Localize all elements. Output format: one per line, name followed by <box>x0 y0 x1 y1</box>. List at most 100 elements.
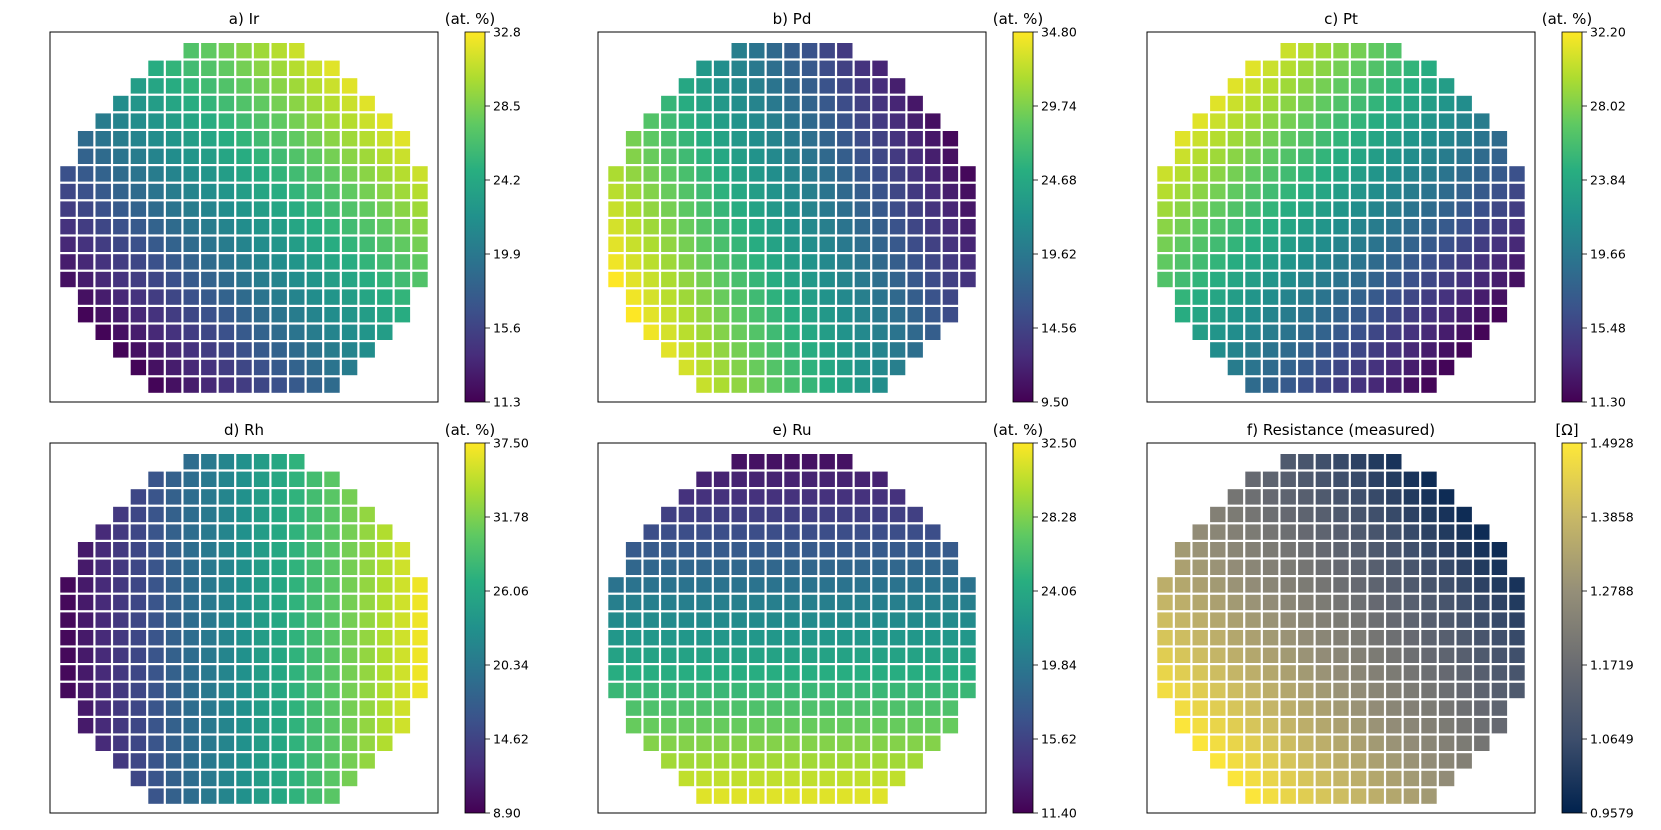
sample-cell <box>713 577 730 593</box>
sample-cell <box>1298 78 1314 94</box>
sample-cell <box>713 682 730 699</box>
sample-cell <box>130 630 147 646</box>
sample-cell <box>1210 647 1226 663</box>
sample-cell <box>713 201 730 217</box>
sample-cell <box>1350 542 1367 558</box>
sample-cell <box>960 201 976 217</box>
colorbar-tick-label: 19.66 <box>1590 247 1626 262</box>
sample-cell <box>1386 559 1402 575</box>
sample-cell <box>925 271 941 288</box>
sample-cell <box>1403 630 1420 646</box>
sample-cell <box>1350 60 1367 76</box>
sample-cell <box>1421 665 1437 681</box>
sample-cell <box>113 289 129 305</box>
sample-cell <box>872 524 888 540</box>
sample-cell <box>749 647 765 663</box>
sample-cell <box>1368 113 1384 129</box>
sample-cell <box>165 324 182 340</box>
sample-cell <box>201 577 217 593</box>
sample-cell <box>1421 788 1437 804</box>
sample-cell <box>643 524 659 540</box>
sample-cell <box>889 735 906 751</box>
sample-cell <box>1210 594 1226 611</box>
sample-cell <box>1368 454 1384 470</box>
sample-cell <box>1333 594 1349 611</box>
sample-cell <box>1509 254 1525 270</box>
sample-cell <box>749 166 765 182</box>
sample-cell <box>1174 577 1191 593</box>
sample-cell <box>907 95 923 112</box>
sample-cell <box>289 700 305 716</box>
sample-cell <box>113 735 129 751</box>
sample-cell <box>253 718 270 734</box>
sample-cell <box>925 630 941 646</box>
sample-cell <box>819 60 835 76</box>
sample-cell <box>1298 735 1314 751</box>
sample-cell <box>678 289 695 305</box>
panel-title: a) Ir <box>229 10 260 28</box>
sample-cell <box>1315 682 1332 699</box>
sample-cell <box>696 700 712 716</box>
sample-cell <box>907 524 923 540</box>
sample-cell <box>394 254 411 270</box>
sample-cell <box>907 236 923 252</box>
sample-cell <box>236 131 252 147</box>
sample-cell <box>1421 166 1437 182</box>
sample-cell <box>183 471 199 487</box>
sample-cell <box>1210 682 1226 699</box>
sample-cell <box>837 506 853 523</box>
sample-cell <box>1456 594 1472 611</box>
sample-cell <box>643 735 659 751</box>
sample-cell <box>113 236 129 252</box>
sample-cell <box>183 700 199 716</box>
panel-e: e) Ru <box>597 421 987 814</box>
sample-cell <box>77 254 94 270</box>
sample-cell <box>289 271 305 288</box>
sample-cell <box>784 506 800 523</box>
sample-cell <box>394 612 411 628</box>
sample-cell <box>661 718 677 734</box>
sample-cell <box>1438 254 1455 270</box>
sample-cell <box>1333 254 1349 270</box>
sample-cell <box>1174 254 1191 270</box>
sample-cell <box>696 506 712 523</box>
sample-cell <box>165 665 182 681</box>
sample-cell <box>766 377 783 393</box>
sample-cell <box>1421 559 1437 575</box>
sample-cell <box>661 183 677 200</box>
sample-cell <box>1227 201 1244 217</box>
sample-cell <box>1491 700 1508 716</box>
sample-cell <box>183 113 199 129</box>
sample-cell <box>1456 166 1472 182</box>
sample-cell <box>130 219 147 235</box>
sample-cell <box>1298 131 1314 147</box>
sample-cell <box>1403 506 1420 523</box>
colorbar-tick-label: 28.02 <box>1590 99 1626 114</box>
sample-cell <box>819 770 835 787</box>
sample-cell <box>1474 700 1490 716</box>
sample-cell <box>394 594 411 611</box>
sample-cell <box>1280 271 1296 288</box>
sample-cell <box>1192 254 1208 270</box>
sample-cell <box>766 577 783 593</box>
sample-cell <box>625 131 642 147</box>
sample-cell <box>306 359 323 376</box>
sample-cell <box>165 770 182 787</box>
sample-cell <box>837 95 853 112</box>
sample-cell <box>306 131 323 147</box>
sample-cell <box>359 559 375 575</box>
colorbar-gradient <box>1561 442 1583 814</box>
sample-cell <box>801 43 818 59</box>
sample-cell <box>749 559 765 575</box>
sample-cell <box>907 612 923 628</box>
sample-cell <box>854 770 871 787</box>
sample-cell <box>784 542 800 558</box>
sample-cell <box>324 201 340 217</box>
sample-cell <box>696 254 712 270</box>
sample-cell <box>1333 489 1349 505</box>
sample-cell <box>731 43 747 59</box>
sample-cell <box>324 577 340 593</box>
sample-cell <box>731 60 747 76</box>
sample-cell <box>784 753 800 769</box>
sample-cell <box>1280 506 1296 523</box>
